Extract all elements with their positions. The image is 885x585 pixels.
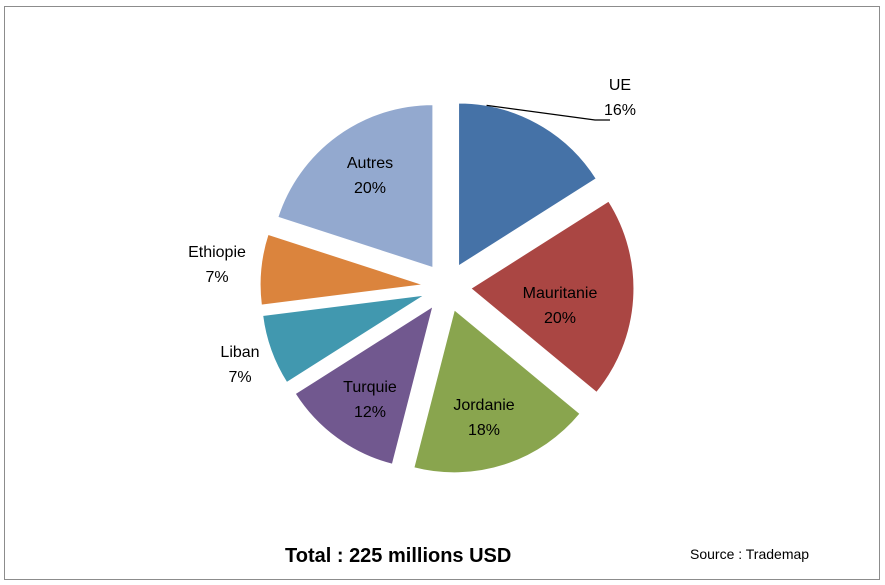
slice-percent-ethiopie: 7% xyxy=(205,269,228,286)
slice-name-liban: Liban xyxy=(220,344,259,361)
slice-name-ue: UE xyxy=(609,77,631,94)
pie-slice-liban xyxy=(262,294,425,384)
slice-name-mauritanie: Mauritanie xyxy=(523,285,598,302)
pie-slice-turquie xyxy=(294,305,434,465)
slice-percent-mauritanie: 20% xyxy=(544,310,576,327)
slice-percent-autres: 20% xyxy=(354,180,386,197)
slice-percent-liban: 7% xyxy=(228,369,251,386)
pie-slice-autres xyxy=(277,104,434,269)
source-label: Source : Trademap xyxy=(690,546,810,562)
slice-name-ethiopie: Ethiopie xyxy=(188,244,246,261)
pie-slice-ue xyxy=(458,102,597,267)
slice-percent-ue: 16% xyxy=(604,102,636,119)
slice-name-autres: Autres xyxy=(347,155,393,172)
pie-slice-jordanie xyxy=(413,308,581,474)
slice-percent-jordanie: 18% xyxy=(468,422,500,439)
slice-name-turquie: Turquie xyxy=(343,379,397,396)
total-label: Total : 225 millions USD xyxy=(285,545,512,567)
pie-slice-mauritanie xyxy=(470,200,635,394)
slice-name-jordanie: Jordanie xyxy=(453,397,514,414)
slice-percent-turquie: 12% xyxy=(354,404,386,421)
leader-line-ue xyxy=(486,104,610,121)
pie-slice-ethiopie xyxy=(259,233,424,306)
chart-frame xyxy=(4,6,880,580)
